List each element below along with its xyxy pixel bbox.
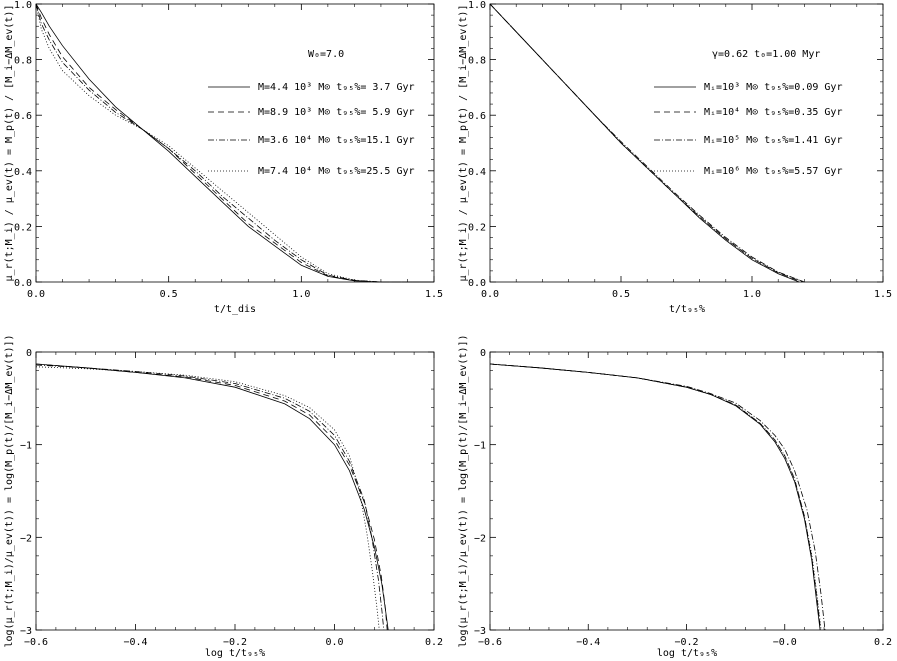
chart-annotation: γ=0.62 t₀=1.00 Myr xyxy=(712,49,820,60)
series-line-1 xyxy=(35,363,389,631)
x-tick-label: 0.0 xyxy=(27,289,45,300)
y-tick-label: 1.0 xyxy=(468,0,486,11)
y-axis-label: log(μ_r(t;M_i)/μ_ev(t)) = log(M_p(t)/[M_… xyxy=(4,334,15,647)
legend: M=4.4 10³ M⊙ t₉₅%= 3.7 Gyr M=8.9 10³ M⊙ … xyxy=(208,82,415,177)
y-tick-label: 0.8 xyxy=(14,56,32,67)
y-tick-label: 0.2 xyxy=(14,222,32,233)
y-tick-label: −3 xyxy=(474,626,486,637)
y-tick-label: 0.6 xyxy=(14,111,32,122)
x-tick-label: −0.6 xyxy=(24,637,48,648)
x-axis-label: t/t₉₅% xyxy=(669,304,705,315)
y-tick-label: 1.0 xyxy=(14,0,32,11)
legend-entry-3: M=3.6 10⁴ M⊙ t₉₅%=15.1 Gyr xyxy=(258,135,415,146)
x-axis-label: log t/t₉₅% xyxy=(205,648,265,659)
legend-entry-1: Mᵢ=10³ M⊙ t₉₅%=0.09 Gyr xyxy=(704,82,842,93)
y-axis-label: μ_r(t;M_i) / μ_ev(t) = M_p(t) / [M_i−ΔM_… xyxy=(4,5,15,282)
x-tick-label: 1.5 xyxy=(425,289,443,300)
series-line-2 xyxy=(489,3,802,283)
x-tick-label: 1.5 xyxy=(874,289,892,300)
plot-frame xyxy=(35,3,435,283)
y-tick-label: −1 xyxy=(20,441,32,452)
series-line-1 xyxy=(489,3,800,283)
chart-annotation: W₀=7.0 xyxy=(308,49,344,60)
x-tick-label: −0.4 xyxy=(576,637,600,648)
y-tick-label: 0.0 xyxy=(14,278,32,289)
y-tick-label: −2 xyxy=(474,533,486,544)
plot-frame xyxy=(489,3,884,283)
x-tick-label: 0.0 xyxy=(481,289,499,300)
legend-entry-4: M=7.4 10⁴ M⊙ t₉₅%=25.5 Gyr xyxy=(258,166,415,177)
x-tick-label: −0.6 xyxy=(478,637,502,648)
series-group xyxy=(489,363,826,631)
panel-top-left: 0.0 0.5 1.0 1.5 0.0 0.2 0.4 0.6 0.8 1.0 t/t_dis μ… xyxy=(4,0,443,315)
x-tick-label: −0.0 xyxy=(773,637,797,648)
y-tick-label: 0.4 xyxy=(468,167,486,178)
x-axis-label: log t/t₉₅% xyxy=(657,648,717,659)
x-tick-label: −0.2 xyxy=(674,637,698,648)
y-tick-label: −2 xyxy=(20,533,32,544)
y-tick-label: 0.4 xyxy=(14,167,32,178)
axis-ticks: 0.0 0.5 1.0 1.5 0.0 0.2 0.4 0.6 0.8 1.0 xyxy=(468,0,892,300)
x-tick-label: 1.0 xyxy=(292,289,310,300)
x-tick-label: −0.2 xyxy=(223,637,247,648)
legend: Mᵢ=10³ M⊙ t₉₅%=0.09 Gyr Mᵢ=10⁴ M⊙ t₉₅%=0… xyxy=(654,82,842,177)
x-tick-label: 0.5 xyxy=(160,289,178,300)
series-line-3 xyxy=(489,3,805,283)
series-line-2 xyxy=(489,363,821,631)
series-line-2 xyxy=(35,363,388,631)
y-tick-label: 0.8 xyxy=(468,56,486,67)
y-tick-label: 0 xyxy=(480,348,486,359)
legend-entry-1: M=4.4 10³ M⊙ t₉₅%= 3.7 Gyr xyxy=(258,82,415,93)
axis-ticks: −0.6 −0.4 −0.2 0.0 0.2 −3 −2 −1 0 xyxy=(20,348,443,648)
y-tick-label: 0.2 xyxy=(468,222,486,233)
series-group xyxy=(489,3,805,283)
y-tick-label: 0 xyxy=(26,348,32,359)
panel-bottom-left: −0.6 −0.4 −0.2 0.0 0.2 −3 −2 −1 0 log t/t₉₅% log… xyxy=(4,334,443,659)
y-axis-label: μ_r(t;M_i) / μ_ev(t) = M_p(t) / [M_i−ΔM_… xyxy=(458,5,469,282)
series-line-4 xyxy=(35,3,434,283)
panel-bottom-right: −0.6 −0.4 −0.2 −0.0 0.2 −3 −2 −1 0 log t/t₉₅% lo… xyxy=(458,334,892,659)
axis-ticks: −0.6 −0.4 −0.2 −0.0 0.2 −3 −2 −1 0 xyxy=(474,348,892,648)
legend-entry-4: Mᵢ=10⁶ M⊙ t₉₅%=5.57 Gyr xyxy=(704,166,842,177)
series-line-3 xyxy=(35,3,434,283)
x-axis-label: t/t_dis xyxy=(214,304,256,315)
y-tick-label: 0.0 xyxy=(468,278,486,289)
x-tick-label: −0.4 xyxy=(123,637,147,648)
y-axis-label: log(μ_r(t;M_i)/μ_ev(t)) = log(M_p(t)/[M_… xyxy=(458,334,469,647)
legend-entry-2: M=8.9 10³ M⊙ t₉₅%= 5.9 Gyr xyxy=(258,107,415,118)
panel-top-right: 0.0 0.5 1.0 1.5 0.0 0.2 0.4 0.6 0.8 1.0 t/t₉₅% μ_… xyxy=(458,0,892,315)
x-tick-label: 0.2 xyxy=(874,637,892,648)
x-tick-label: 0.5 xyxy=(612,289,630,300)
plot-frame xyxy=(489,351,884,631)
y-tick-label: −3 xyxy=(20,626,32,637)
series-line-1 xyxy=(35,3,434,283)
legend-entry-2: Mᵢ=10⁴ M⊙ t₉₅%=0.35 Gyr xyxy=(704,107,842,118)
series-line-2 xyxy=(35,3,434,283)
series-line-4 xyxy=(489,363,822,631)
series-line-1 xyxy=(489,363,821,631)
series-line-4 xyxy=(35,366,380,631)
y-tick-label: 0.6 xyxy=(468,111,486,122)
x-tick-label: 0.2 xyxy=(425,637,443,648)
series-group xyxy=(35,3,434,283)
series-line-3 xyxy=(35,364,385,631)
y-tick-label: −1 xyxy=(474,441,486,452)
legend-entry-3: Mᵢ=10⁵ M⊙ t₉₅%=1.41 Gyr xyxy=(704,135,842,146)
x-tick-label: 0.0 xyxy=(325,637,343,648)
axis-ticks: 0.0 0.5 1.0 1.5 0.0 0.2 0.4 0.6 0.8 1.0 xyxy=(14,0,443,300)
series-line-3 xyxy=(489,363,826,631)
x-tick-label: 1.0 xyxy=(743,289,761,300)
series-group xyxy=(35,363,389,631)
